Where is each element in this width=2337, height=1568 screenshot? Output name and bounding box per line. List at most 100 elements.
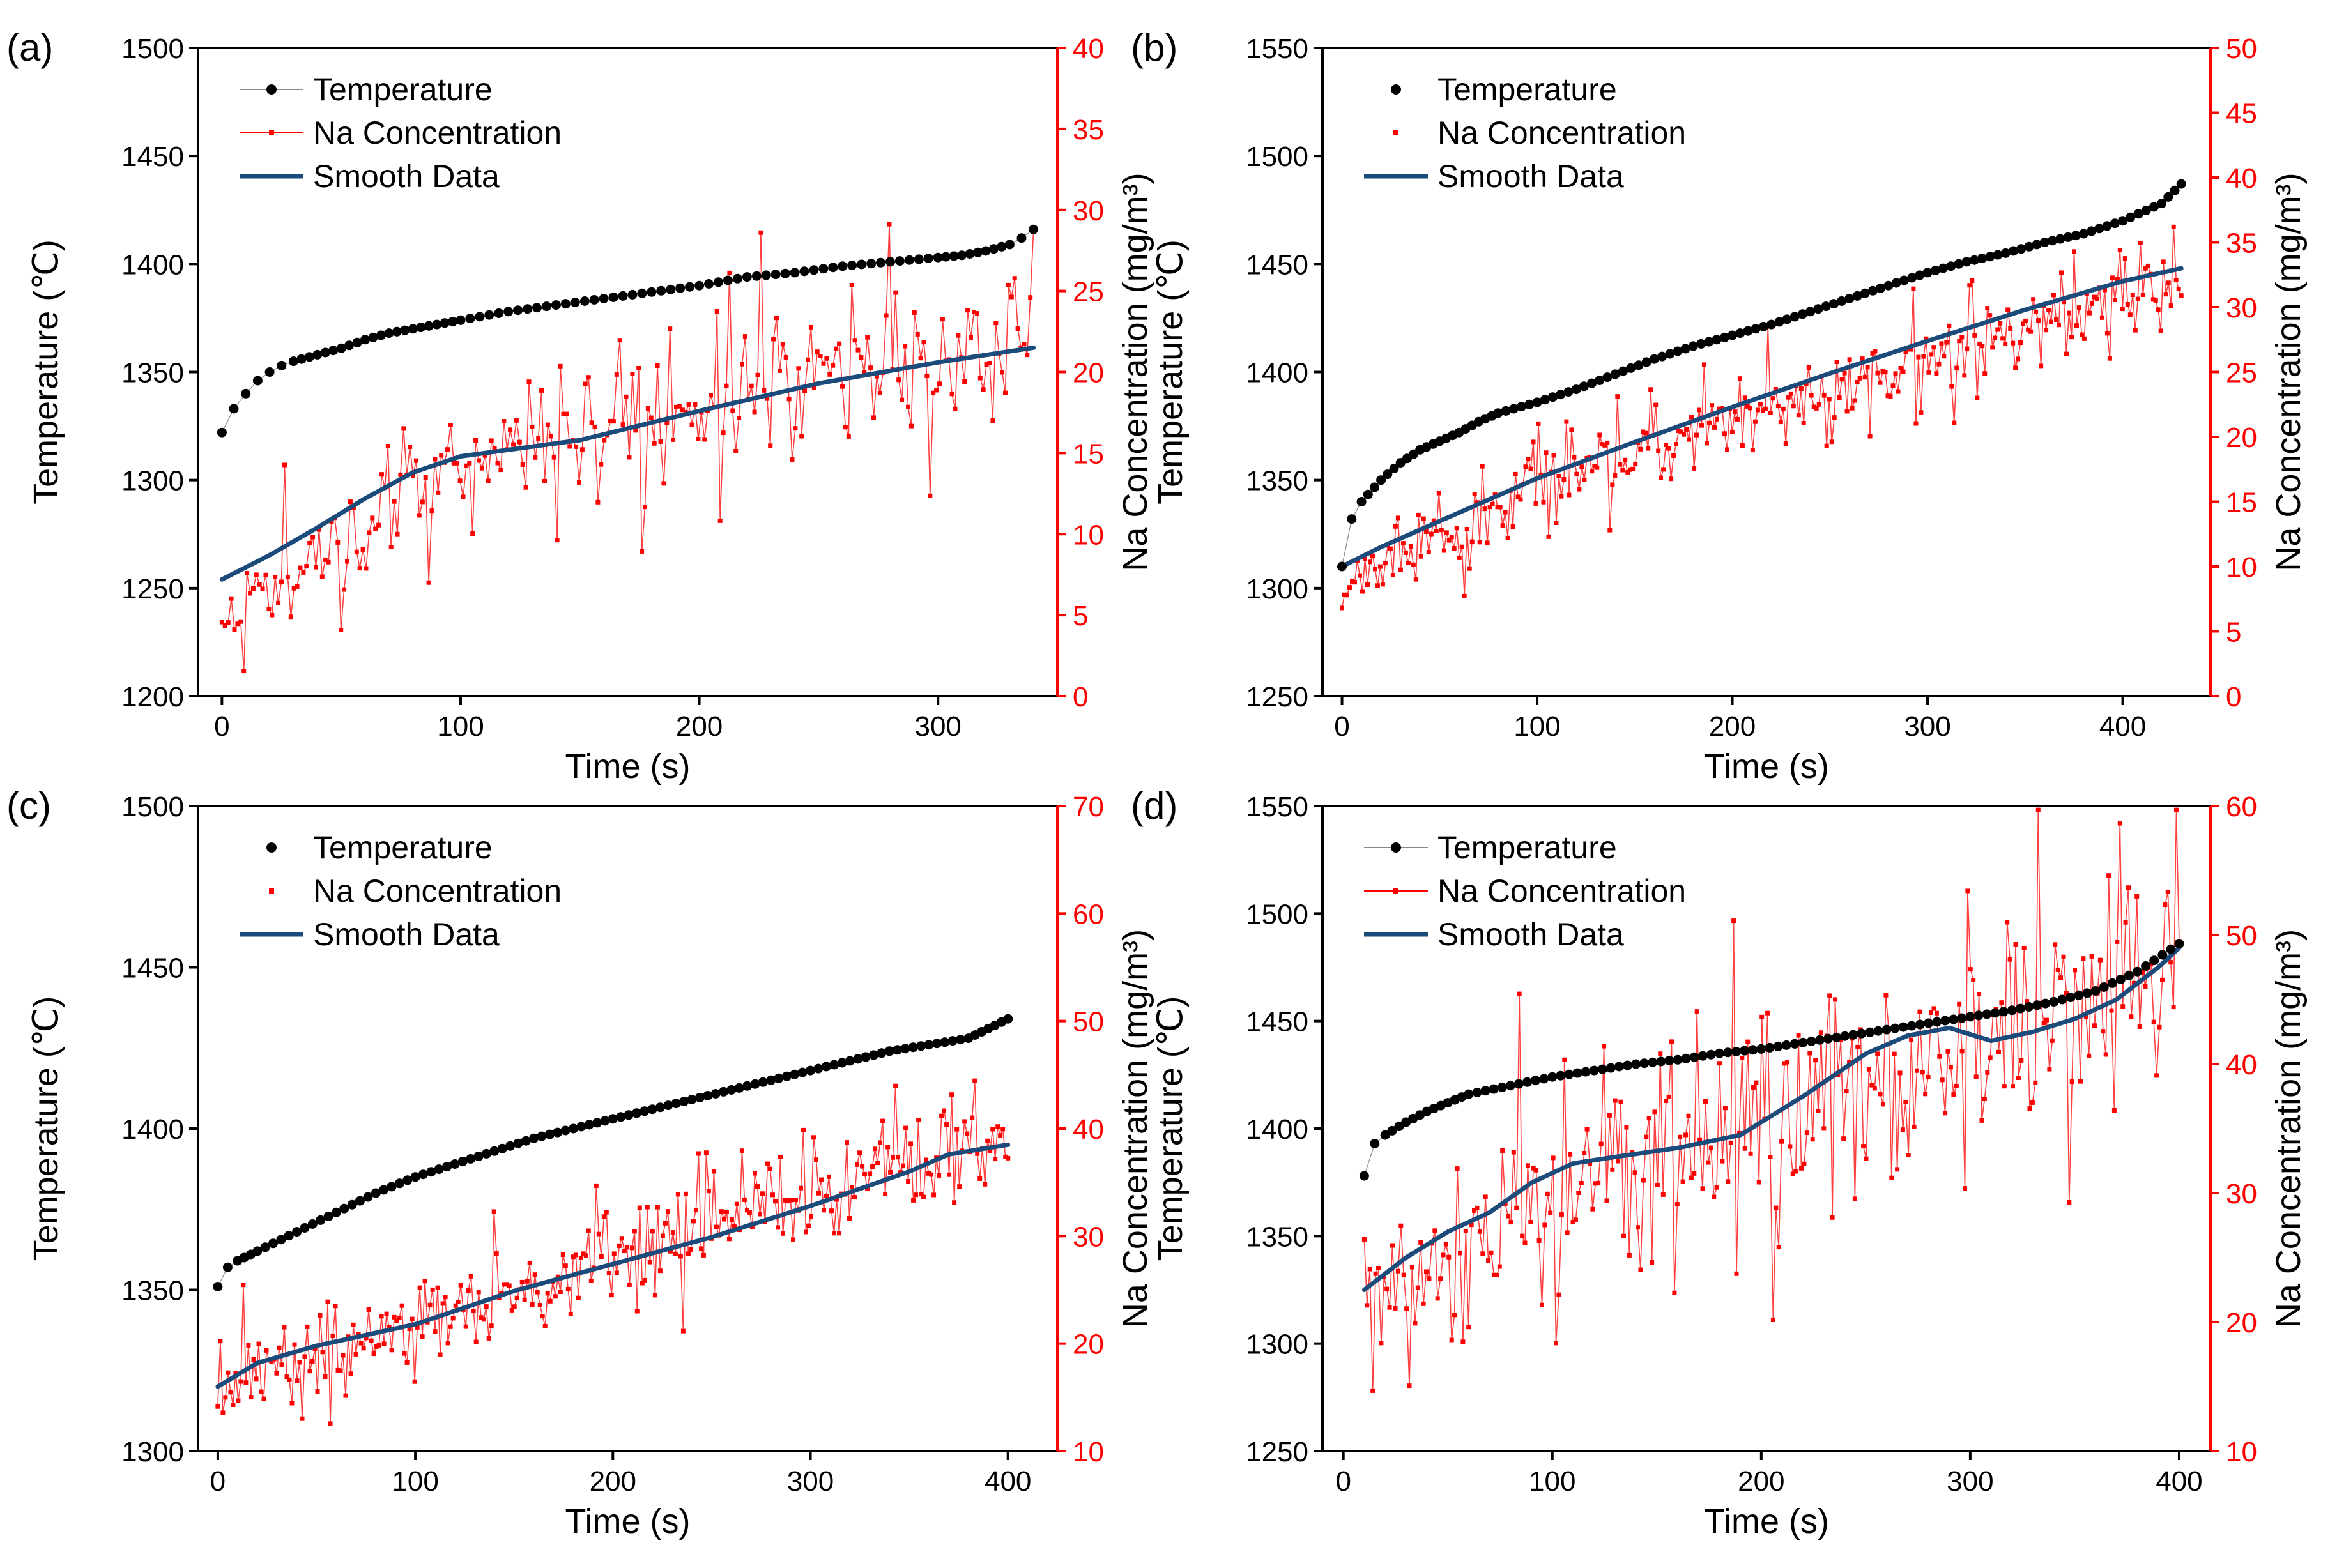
- na-concentration-point: [1000, 1127, 1006, 1132]
- y-right-tick-label: 50: [2226, 33, 2257, 65]
- temperature-point: [1704, 337, 1714, 347]
- na-concentration-point: [934, 388, 939, 393]
- na-concentration-point: [627, 455, 632, 460]
- na-concentration-point: [282, 462, 287, 468]
- na-concentration-point: [236, 1398, 241, 1403]
- na-concentration-point: [786, 1199, 790, 1204]
- na-concentration-point: [990, 418, 995, 423]
- na-concentration-point: [1365, 582, 1370, 587]
- temperature-point: [766, 1075, 776, 1085]
- temperature-point: [1337, 561, 1347, 572]
- temperature-point: [1513, 1079, 1524, 1089]
- temperature-point: [1798, 1037, 1808, 1047]
- na-concentration-point: [1439, 528, 1444, 533]
- na-concentration-point: [1623, 457, 1628, 462]
- legend-temperature-marker: [266, 84, 277, 95]
- temperature-point: [560, 299, 571, 309]
- na-concentration-point: [373, 526, 378, 531]
- na-concentration-point: [2034, 309, 2039, 314]
- na-concentration-point: [1912, 1124, 1917, 1129]
- na-concentration-point: [617, 1243, 622, 1248]
- temperature-point: [1464, 1089, 1474, 1099]
- na-concentration-point: [965, 308, 970, 313]
- temperature-point: [1860, 288, 1870, 298]
- na-concentration-point: [2110, 275, 2115, 280]
- temperature-point: [624, 1110, 634, 1120]
- na-concentration-point: [1513, 471, 1518, 476]
- na-concentration-point: [457, 478, 463, 483]
- na-concentration-point: [1810, 1137, 1815, 1142]
- na-concentration-point: [974, 311, 979, 316]
- na-concentration-point: [1788, 1144, 1793, 1149]
- na-concentration-point: [1878, 380, 1883, 385]
- na-concentration-point: [1567, 492, 1572, 498]
- na-concentration-point: [614, 372, 619, 377]
- na-concentration-point: [1459, 544, 1464, 549]
- na-concentration-point: [492, 446, 497, 451]
- na-concentration-point: [1340, 605, 1344, 611]
- temperature-point: [1957, 1013, 1967, 1023]
- temperature-point: [2009, 246, 2018, 256]
- na-concentration-point: [714, 1224, 719, 1229]
- na-concentration-point: [473, 1339, 479, 1344]
- na-concentration-point: [1920, 1070, 1925, 1075]
- legend-smooth-label: Smooth Data: [313, 917, 500, 952]
- na-concentration-point: [1717, 406, 1722, 411]
- na-concentration-point: [1850, 406, 1855, 411]
- na-concentration-point: [686, 402, 691, 407]
- temperature-point: [655, 1102, 665, 1113]
- temperature-point: [1589, 1065, 1599, 1076]
- na-concentration-point: [1742, 395, 1747, 400]
- temperature-point: [790, 1069, 800, 1079]
- na-concentration-point: [2160, 977, 2165, 982]
- na-concentration-point: [2173, 278, 2179, 282]
- temperature-point: [2082, 988, 2092, 998]
- na-concentration-point: [2021, 945, 2027, 950]
- x-tick-label: 100: [1529, 1466, 1575, 1497]
- na-concentration-point: [2005, 920, 2010, 925]
- na-concentration-point: [345, 559, 349, 564]
- na-concentration-point: [300, 1416, 305, 1421]
- temperature-point: [916, 1041, 926, 1051]
- temperature-point: [600, 1116, 610, 1126]
- temperature-point: [837, 1058, 847, 1068]
- na-concentration-point: [1898, 366, 1903, 370]
- temperature-point: [884, 1046, 894, 1056]
- temperature-point: [1748, 1045, 1758, 1055]
- na-concentration-point: [773, 1199, 778, 1204]
- na-concentration-point: [1866, 1067, 1871, 1072]
- na-concentration-point: [2140, 970, 2145, 975]
- temperature-point: [489, 1146, 500, 1156]
- na-concentration-point: [1541, 499, 1546, 505]
- na-concentration-point: [287, 1377, 292, 1382]
- temperature-point: [328, 346, 339, 356]
- na-concentration-point: [2111, 1108, 2117, 1113]
- na-concentration-point: [1565, 1230, 1570, 1235]
- na-concentration-point: [571, 1254, 576, 1260]
- na-concentration-point: [1604, 1198, 1609, 1203]
- na-concentration-point: [384, 1311, 389, 1316]
- na-concentration-point: [1909, 1037, 1914, 1042]
- na-concentration-point: [445, 447, 450, 452]
- na-concentration-point: [1398, 1223, 1404, 1228]
- na-concentration-point: [1460, 1339, 1466, 1344]
- na-concentration-point: [2050, 1038, 2055, 1043]
- legend-temperature-marker: [266, 842, 277, 853]
- na-concentration-point: [1813, 1058, 1818, 1063]
- na-concentration-point: [564, 411, 569, 416]
- na-concentration-point: [1680, 1179, 1685, 1184]
- y-right-tick-label: 10: [1073, 1436, 1104, 1468]
- na-concentration-point: [1510, 524, 1515, 529]
- na-concentration-point: [426, 580, 431, 585]
- na-concentration-point: [284, 1374, 289, 1380]
- na-concentration-point: [1926, 1074, 1931, 1079]
- na-concentration-point: [1740, 1055, 1745, 1060]
- na-concentration-point: [717, 518, 723, 523]
- na-concentration-point: [2150, 297, 2156, 302]
- temperature-point: [1618, 366, 1628, 376]
- temperature-point: [1930, 266, 1940, 275]
- na-concentration-point: [471, 1309, 476, 1314]
- na-concentration-point: [226, 620, 231, 625]
- temperature-point: [1356, 497, 1367, 506]
